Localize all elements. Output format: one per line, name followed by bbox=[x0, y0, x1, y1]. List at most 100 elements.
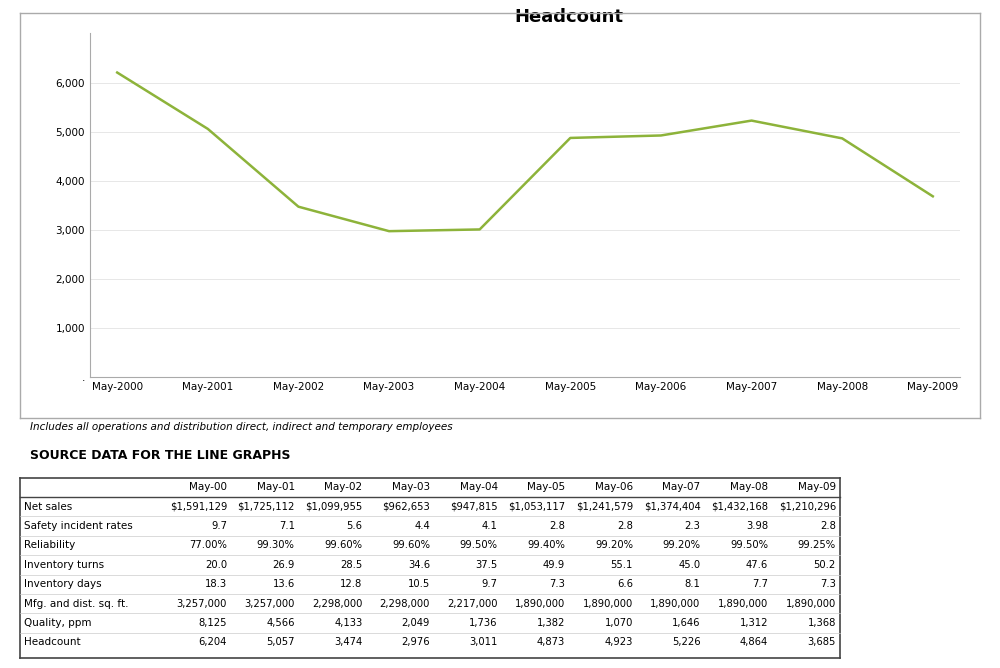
Text: 3,257,000: 3,257,000 bbox=[244, 599, 295, 609]
Text: $947,815: $947,815 bbox=[450, 502, 498, 512]
Text: $1,053,117: $1,053,117 bbox=[508, 502, 565, 512]
Text: 99.60%: 99.60% bbox=[324, 540, 362, 550]
Text: 1,890,000: 1,890,000 bbox=[515, 599, 565, 609]
Text: 4,566: 4,566 bbox=[266, 618, 295, 628]
Text: Quality, ppm: Quality, ppm bbox=[24, 618, 92, 628]
Text: Mfg. and dist. sq. ft.: Mfg. and dist. sq. ft. bbox=[24, 599, 129, 609]
Text: 5.6: 5.6 bbox=[346, 521, 362, 531]
Text: 4.1: 4.1 bbox=[482, 521, 498, 531]
Text: 1,070: 1,070 bbox=[605, 618, 633, 628]
Text: 2.8: 2.8 bbox=[820, 521, 836, 531]
Text: 49.9: 49.9 bbox=[543, 560, 565, 570]
Text: 2.3: 2.3 bbox=[685, 521, 701, 531]
Text: $1,210,296: $1,210,296 bbox=[779, 502, 836, 512]
Text: 99.40%: 99.40% bbox=[527, 540, 565, 550]
Text: 1,312: 1,312 bbox=[740, 618, 768, 628]
Text: Net sales: Net sales bbox=[24, 502, 72, 512]
Text: 1,890,000: 1,890,000 bbox=[650, 599, 701, 609]
Text: 99.50%: 99.50% bbox=[460, 540, 498, 550]
Text: 12.8: 12.8 bbox=[340, 579, 362, 589]
Text: 3,685: 3,685 bbox=[808, 637, 836, 647]
Text: 5,226: 5,226 bbox=[672, 637, 701, 647]
Text: Reliability: Reliability bbox=[24, 540, 75, 550]
Text: $1,241,579: $1,241,579 bbox=[576, 502, 633, 512]
Text: 3,011: 3,011 bbox=[469, 637, 498, 647]
Text: Headcount: Headcount bbox=[24, 637, 81, 647]
Text: 99.20%: 99.20% bbox=[595, 540, 633, 550]
Text: 2,976: 2,976 bbox=[401, 637, 430, 647]
Title: Headcount: Headcount bbox=[514, 8, 623, 26]
Text: 26.9: 26.9 bbox=[272, 560, 295, 570]
Text: Inventory days: Inventory days bbox=[24, 579, 102, 589]
Text: Inventory turns: Inventory turns bbox=[24, 560, 104, 570]
Text: 18.3: 18.3 bbox=[205, 579, 227, 589]
Text: 2.8: 2.8 bbox=[617, 521, 633, 531]
Text: 99.60%: 99.60% bbox=[392, 540, 430, 550]
Text: 4.4: 4.4 bbox=[414, 521, 430, 531]
Text: 20.0: 20.0 bbox=[205, 560, 227, 570]
Text: May-00: May-00 bbox=[189, 482, 227, 492]
Text: $1,099,955: $1,099,955 bbox=[305, 502, 362, 512]
Text: 2,049: 2,049 bbox=[402, 618, 430, 628]
Text: 7.3: 7.3 bbox=[549, 579, 565, 589]
Text: 4,873: 4,873 bbox=[537, 637, 565, 647]
Text: SOURCE DATA FOR THE LINE GRAPHS: SOURCE DATA FOR THE LINE GRAPHS bbox=[30, 449, 290, 462]
Text: 7.3: 7.3 bbox=[820, 579, 836, 589]
Text: 3,257,000: 3,257,000 bbox=[177, 599, 227, 609]
Text: May-05: May-05 bbox=[527, 482, 565, 492]
Text: 99.50%: 99.50% bbox=[730, 540, 768, 550]
Text: 4,864: 4,864 bbox=[740, 637, 768, 647]
Text: May-06: May-06 bbox=[595, 482, 633, 492]
Text: 7.1: 7.1 bbox=[279, 521, 295, 531]
Text: $1,374,404: $1,374,404 bbox=[644, 502, 701, 512]
Text: 28.5: 28.5 bbox=[340, 560, 362, 570]
Text: Includes all operations and distribution direct, indirect and temporary employee: Includes all operations and distribution… bbox=[30, 422, 453, 432]
Text: 2,217,000: 2,217,000 bbox=[447, 599, 498, 609]
Text: 2.8: 2.8 bbox=[549, 521, 565, 531]
Text: 1,890,000: 1,890,000 bbox=[786, 599, 836, 609]
Text: 10.5: 10.5 bbox=[408, 579, 430, 589]
Text: 6.6: 6.6 bbox=[617, 579, 633, 589]
Text: $1,725,112: $1,725,112 bbox=[237, 502, 295, 512]
Text: 45.0: 45.0 bbox=[678, 560, 701, 570]
Text: 1,890,000: 1,890,000 bbox=[583, 599, 633, 609]
Text: May-01: May-01 bbox=[257, 482, 295, 492]
Text: 99.25%: 99.25% bbox=[798, 540, 836, 550]
Text: $962,653: $962,653 bbox=[382, 502, 430, 512]
Text: 1,736: 1,736 bbox=[469, 618, 498, 628]
Text: $1,591,129: $1,591,129 bbox=[170, 502, 227, 512]
Text: 37.5: 37.5 bbox=[475, 560, 498, 570]
Text: 99.20%: 99.20% bbox=[663, 540, 701, 550]
Text: 50.2: 50.2 bbox=[814, 560, 836, 570]
Text: 4,923: 4,923 bbox=[605, 637, 633, 647]
Text: May-03: May-03 bbox=[392, 482, 430, 492]
Text: 7.7: 7.7 bbox=[752, 579, 768, 589]
Text: 77.00%: 77.00% bbox=[189, 540, 227, 550]
Text: May-04: May-04 bbox=[460, 482, 498, 492]
Text: 55.1: 55.1 bbox=[611, 560, 633, 570]
Text: 5,057: 5,057 bbox=[266, 637, 295, 647]
Text: May-07: May-07 bbox=[662, 482, 701, 492]
Text: 3,474: 3,474 bbox=[334, 637, 362, 647]
Text: 2,298,000: 2,298,000 bbox=[312, 599, 362, 609]
Text: May-08: May-08 bbox=[730, 482, 768, 492]
Text: 1,646: 1,646 bbox=[672, 618, 701, 628]
Text: 6,204: 6,204 bbox=[199, 637, 227, 647]
Text: 1,890,000: 1,890,000 bbox=[718, 599, 768, 609]
Text: $1,432,168: $1,432,168 bbox=[711, 502, 768, 512]
Text: 4,133: 4,133 bbox=[334, 618, 362, 628]
Text: 99.30%: 99.30% bbox=[257, 540, 295, 550]
Text: 9.7: 9.7 bbox=[482, 579, 498, 589]
Text: 3.98: 3.98 bbox=[746, 521, 768, 531]
Text: 34.6: 34.6 bbox=[408, 560, 430, 570]
Text: 47.6: 47.6 bbox=[746, 560, 768, 570]
Text: 2,298,000: 2,298,000 bbox=[380, 599, 430, 609]
Text: 13.6: 13.6 bbox=[272, 579, 295, 589]
Text: May-02: May-02 bbox=[324, 482, 362, 492]
Text: 8,125: 8,125 bbox=[199, 618, 227, 628]
Text: 1,382: 1,382 bbox=[537, 618, 565, 628]
Text: 1,368: 1,368 bbox=[808, 618, 836, 628]
Text: 9.7: 9.7 bbox=[211, 521, 227, 531]
Text: Safety incident rates: Safety incident rates bbox=[24, 521, 133, 531]
Text: May-09: May-09 bbox=[798, 482, 836, 492]
